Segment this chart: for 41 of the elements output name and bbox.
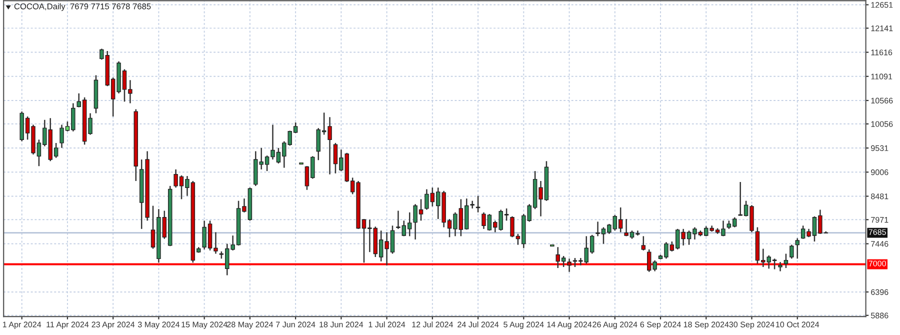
y-tick-label: 10056 — [871, 121, 893, 127]
x-tick-label: 28 May 2024 — [227, 322, 273, 329]
x-tick-label: 15 May 2024 — [182, 322, 228, 329]
x-tick-label: 24 Jul 2024 — [458, 321, 499, 328]
y-tick-label: 12651 — [871, 2, 893, 8]
y-tick-label: 8481 — [871, 194, 888, 200]
x-tick-label: 11 Apr 2024 — [46, 322, 89, 329]
chart-title: COCOA,Daily 7679 7715 7678 7685 — [14, 3, 151, 11]
x-tick-label: 1 Apr 2024 — [2, 322, 42, 329]
x-tick-label: 5 Aug 2024 — [504, 322, 544, 329]
y-tick-label: 12141 — [871, 25, 893, 32]
x-tick-label: 3 May 2024 — [138, 322, 180, 329]
candlestick — [567, 258, 572, 273]
y-tick-label: 10566 — [871, 98, 893, 104]
y-tick-label: 9531 — [871, 145, 888, 152]
ref-line-label: 7685 — [868, 229, 886, 235]
x-tick-label: 14 Aug 2024 — [547, 322, 592, 329]
candlestick — [470, 200, 474, 210]
candlestick — [790, 244, 794, 260]
candlestick — [795, 238, 800, 260]
x-tick-label: 26 Aug 2024 — [592, 322, 638, 329]
y-tick-label: 11091 — [871, 74, 892, 80]
y-tick-label: 5886 — [870, 312, 888, 318]
y-tick-label: 6396 — [871, 289, 888, 295]
candlestick — [784, 253, 788, 269]
y-tick-label: 11616 — [871, 50, 892, 56]
x-tick-label: 6 Sep 2024 — [640, 322, 681, 329]
x-tick-label: 10 Oct 2024 — [776, 322, 820, 328]
y-tick-label: 7971 — [871, 216, 888, 223]
x-tick-label: 18 Jun 2024 — [320, 322, 364, 328]
candlestick — [641, 236, 646, 252]
x-tick-label: 18 Sep 2024 — [684, 322, 729, 329]
candlestick — [778, 261, 782, 272]
y-tick-label: 7446 — [871, 241, 888, 247]
y-tick-label: 9006 — [871, 169, 888, 176]
x-tick-label: 30 Sep 2024 — [729, 322, 774, 329]
x-tick-label: 1 Jul 2024 — [368, 321, 406, 328]
x-tick-label: 7 Jun 2024 — [276, 322, 316, 328]
ref-line-label: 7000 — [868, 260, 886, 266]
x-tick-label: 23 Apr 2024 — [92, 322, 135, 329]
x-tick-label: 12 Jul 2024 — [412, 321, 454, 328]
